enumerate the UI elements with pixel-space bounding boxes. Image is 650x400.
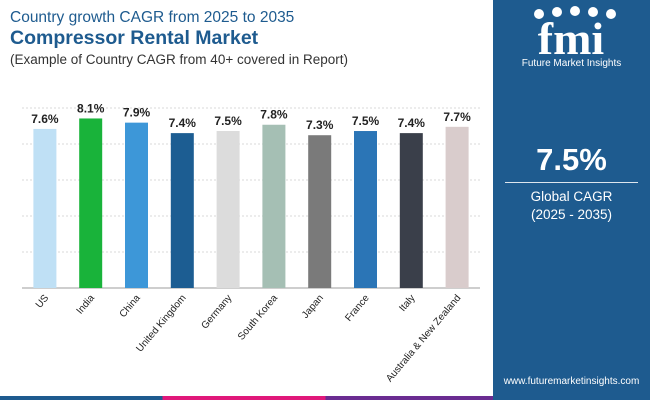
x-tick-label: Germany [200,293,235,332]
bar-chart: 7.6% US 8.1% India 7.9% China 7.4% United Kingd… [22,101,480,384]
brand-tagline: Future Market Insights [521,58,622,69]
data-label: 7.3% [306,118,334,132]
chart-header: Country growth CAGR from 2025 to 2035 Co… [10,8,490,69]
global-cagr-period: (2025 - 2035) [530,207,613,222]
data-label: 8.1% [77,101,105,115]
chart-subtitle: (Example of Country CAGR from 40+ covere… [10,52,349,67]
data-label: 7.4% [398,116,426,130]
x-tick-label: Italy [397,293,417,314]
data-label: 7.5% [352,114,380,128]
logo-wordmark: fmi [538,13,605,64]
data-label: 7.4% [169,116,197,130]
fmi-logo-icon: fmi [534,6,616,64]
x-tick-label: United Kingdom [134,293,188,355]
bar-germany [216,131,240,288]
data-label: 7.9% [123,106,151,120]
bar-france [354,131,377,288]
x-tick-label: South Korea [236,293,280,343]
x-tick-label: US [34,293,52,311]
data-label: 7.6% [31,112,59,126]
bar-united-kingdom [170,133,194,288]
bar-south-korea [262,124,286,288]
data-label: 7.5% [214,114,242,128]
bar-china [125,122,148,289]
bottom-color-strip [0,396,493,400]
x-tick-label: India [75,293,98,317]
chart-subtitle-top: Country growth CAGR from 2025 to 2035 [10,9,295,26]
summary-panel: fmi Future Market Insights 7.5% Global C… [493,0,650,400]
stat-divider [505,182,638,183]
x-tick-label: Australia & New Zealand [384,293,463,384]
x-tick-label: Japan [300,293,326,321]
bar-italy [399,133,423,288]
data-label: 7.8% [260,108,288,122]
chart-title: Compressor Rental Market [10,27,259,49]
bar-us [33,128,57,288]
x-tick-label: China [118,293,144,320]
data-label: 7.7% [443,110,471,124]
bar-japan [308,135,332,288]
global-cagr-value: 7.5% [536,142,607,177]
bar-india [79,118,103,288]
x-tick-label: France [343,293,372,324]
website-link[interactable]: www.futuremarketinsights.com [503,376,640,387]
global-cagr-label: Global CAGR [530,189,613,204]
bar-australia-new-zealand [445,126,469,288]
